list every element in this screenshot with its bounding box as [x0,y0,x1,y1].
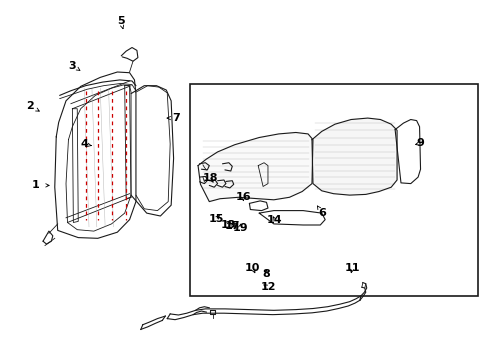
Text: 11: 11 [344,263,359,273]
Text: 6: 6 [318,208,325,218]
Text: 1: 1 [31,180,39,190]
Text: 17: 17 [224,221,240,231]
Text: 13: 13 [220,220,236,230]
Text: 15: 15 [208,214,224,224]
Text: 7: 7 [172,113,180,123]
Text: 4: 4 [80,139,88,149]
Text: 5: 5 [117,16,124,26]
Text: 9: 9 [416,138,424,148]
Text: 19: 19 [232,222,247,233]
Bar [189,84,477,296]
Text: 14: 14 [266,215,282,225]
Text: 12: 12 [260,282,275,292]
Text: 10: 10 [244,263,260,273]
Text: 8: 8 [262,269,270,279]
Text: 2: 2 [26,101,34,111]
Text: 3: 3 [68,60,76,71]
Polygon shape [198,132,312,202]
Text: 16: 16 [235,192,250,202]
Text: 18: 18 [202,173,218,183]
Polygon shape [311,118,396,195]
